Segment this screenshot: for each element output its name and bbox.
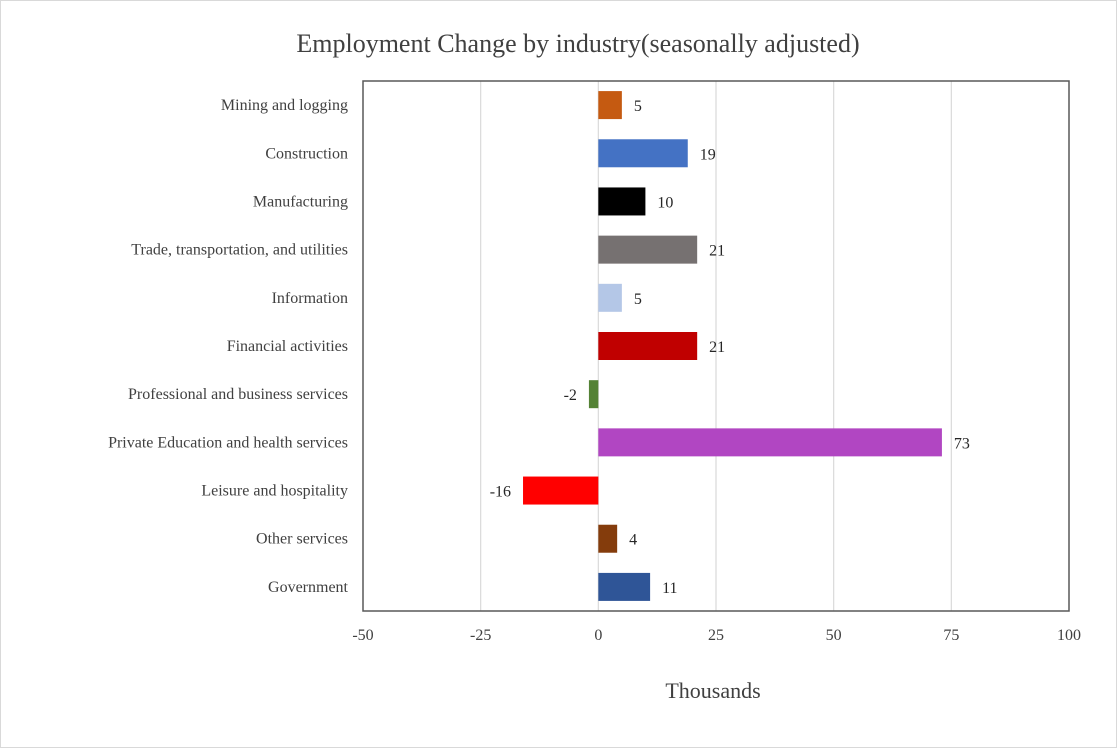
x-tick-label: 0 [594, 627, 602, 644]
category-label: Private Education and health services [108, 434, 348, 451]
category-labels: Mining and logging Construction Manufactur… [108, 97, 348, 596]
bar [598, 332, 698, 360]
bar [588, 380, 599, 409]
data-label: 5 [634, 98, 642, 115]
x-tick-label: 100 [1057, 627, 1081, 644]
x-tick-label: 50 [826, 627, 842, 644]
data-label: 10 [657, 194, 673, 211]
category-label: Information [272, 290, 348, 307]
category-label: Trade, transportation, and utilities [131, 242, 348, 259]
category-label: Construction [265, 145, 348, 162]
x-tick-label: 25 [708, 627, 724, 644]
data-label: 5 [634, 291, 642, 308]
bar [598, 283, 622, 312]
bar [523, 476, 599, 505]
bar [598, 235, 698, 264]
category-label: Other services [256, 531, 348, 548]
data-label: -2 [564, 387, 577, 404]
bar [598, 91, 622, 120]
bar [598, 572, 651, 601]
data-label: 11 [662, 580, 677, 597]
category-label: Leisure and hospitality [201, 483, 348, 500]
x-tick-labels: -50 -25 0 25 50 75 100 [352, 627, 1081, 644]
data-label: 21 [709, 339, 725, 356]
data-label: -16 [490, 484, 511, 501]
chart-title: Employment Change by industry(seasonally… [296, 29, 859, 58]
bar [598, 187, 646, 216]
category-label: Manufacturing [253, 193, 348, 210]
data-label: 73 [954, 435, 970, 452]
data-label: 21 [709, 243, 725, 260]
bar [598, 139, 688, 168]
data-label: 4 [629, 532, 637, 549]
category-label: Mining and logging [221, 97, 348, 114]
x-axis-label: Thousands [665, 678, 760, 703]
data-labels: 5 19 10 21 5 21 -2 73 -16 4 11 [490, 98, 970, 597]
category-label: Professional and business services [128, 386, 348, 403]
x-tick-label: 75 [943, 627, 959, 644]
plot-area-border [362, 80, 1070, 612]
x-tick-label: -50 [352, 627, 373, 644]
bar [598, 524, 618, 553]
x-tick-label: -25 [470, 627, 491, 644]
category-label: Financial activities [227, 338, 348, 355]
category-label: Government [268, 579, 349, 596]
data-label: 19 [700, 146, 716, 163]
bars [523, 91, 942, 601]
bar [598, 428, 942, 457]
